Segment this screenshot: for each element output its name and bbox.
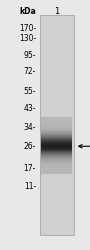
Bar [41, 118, 72, 119]
Bar [41, 159, 72, 160]
Bar [41, 123, 72, 124]
Bar [41, 144, 72, 145]
Bar [40, 15, 74, 235]
Bar [41, 128, 72, 130]
Bar [41, 142, 72, 143]
Bar [41, 152, 72, 154]
Bar [41, 149, 72, 150]
Text: 170-: 170- [19, 24, 36, 33]
Bar [41, 147, 72, 148]
Bar [41, 121, 72, 122]
Bar [41, 161, 72, 162]
Bar [41, 157, 72, 158]
Bar [41, 158, 72, 159]
Bar [41, 138, 72, 139]
Bar [41, 155, 72, 156]
Text: kDa: kDa [19, 7, 36, 16]
Bar [41, 162, 72, 163]
Text: 11-: 11- [24, 182, 36, 191]
Bar [41, 154, 72, 155]
Bar [41, 146, 72, 147]
Bar [41, 141, 72, 142]
Bar [41, 143, 72, 144]
Text: 43-: 43- [23, 104, 36, 113]
Bar [41, 156, 72, 157]
Bar [41, 119, 72, 120]
Bar [41, 163, 72, 164]
Bar [41, 117, 72, 118]
Bar [41, 145, 72, 146]
Bar [41, 167, 72, 168]
Text: 26-: 26- [24, 142, 36, 151]
Bar [41, 169, 72, 170]
Bar [41, 132, 72, 134]
Bar [41, 148, 72, 149]
Bar [41, 137, 72, 138]
Bar [41, 166, 72, 167]
Bar [41, 172, 72, 174]
Bar [41, 122, 72, 123]
Text: 130-: 130- [19, 34, 36, 43]
Bar [41, 140, 72, 141]
Text: 72-: 72- [24, 67, 36, 76]
Bar [41, 127, 72, 128]
Bar [41, 168, 72, 169]
Bar [41, 126, 72, 127]
Bar [41, 164, 72, 165]
Bar [41, 135, 72, 136]
Bar [41, 125, 72, 126]
Bar [41, 160, 72, 161]
Bar [41, 170, 72, 172]
Text: 55-: 55- [23, 87, 36, 96]
Text: 17-: 17- [24, 164, 36, 173]
Bar [41, 120, 72, 121]
Bar [41, 134, 72, 135]
Bar [41, 150, 72, 152]
Text: 34-: 34- [23, 123, 36, 132]
Bar [41, 136, 72, 137]
Bar [41, 130, 72, 132]
Bar [41, 139, 72, 140]
Bar [41, 124, 72, 125]
Text: 95-: 95- [23, 50, 36, 59]
Bar [41, 165, 72, 166]
Text: 1: 1 [54, 7, 59, 16]
